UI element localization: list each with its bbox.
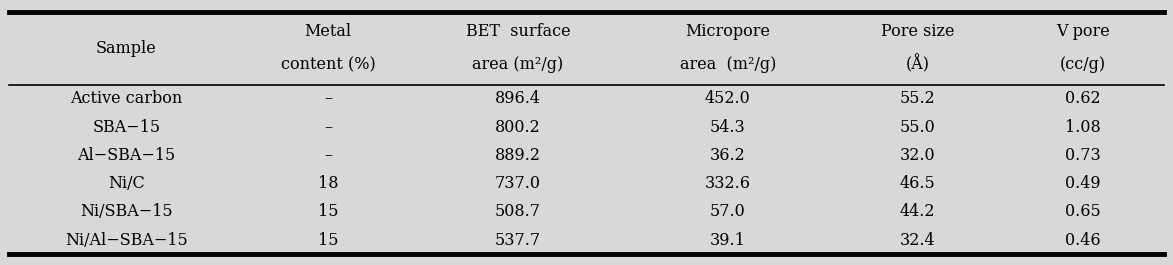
Text: 0.49: 0.49 (1065, 175, 1100, 192)
Text: BET  surface: BET surface (466, 23, 570, 40)
Text: 896.4: 896.4 (495, 90, 541, 107)
Text: 32.4: 32.4 (900, 232, 935, 249)
Text: 537.7: 537.7 (495, 232, 541, 249)
Text: 39.1: 39.1 (710, 232, 746, 249)
Text: 44.2: 44.2 (900, 204, 935, 220)
Text: 36.2: 36.2 (710, 147, 746, 164)
Text: 15: 15 (318, 232, 339, 249)
Text: 508.7: 508.7 (495, 204, 541, 220)
Text: Micropore: Micropore (685, 23, 771, 40)
Text: area  (m²/g): area (m²/g) (679, 56, 777, 73)
Text: Metal: Metal (305, 23, 352, 40)
Text: Pore size: Pore size (881, 23, 954, 40)
Text: 18: 18 (318, 175, 339, 192)
Text: Al−SBA−15: Al−SBA−15 (77, 147, 176, 164)
Text: 1.08: 1.08 (1065, 119, 1100, 136)
Text: 0.46: 0.46 (1065, 232, 1100, 249)
Text: (Å): (Å) (906, 55, 929, 74)
Text: 55.2: 55.2 (900, 90, 935, 107)
Text: 0.73: 0.73 (1065, 147, 1100, 164)
Text: 32.0: 32.0 (900, 147, 935, 164)
Text: 889.2: 889.2 (495, 147, 541, 164)
Text: Ni/C: Ni/C (108, 175, 144, 192)
Text: 55.0: 55.0 (900, 119, 935, 136)
Text: 0.62: 0.62 (1065, 90, 1100, 107)
Text: Sample: Sample (96, 40, 157, 57)
Text: V pore: V pore (1056, 23, 1110, 40)
Text: 0.65: 0.65 (1065, 204, 1100, 220)
Text: (cc/g): (cc/g) (1060, 56, 1106, 73)
Text: 332.6: 332.6 (705, 175, 751, 192)
Text: 737.0: 737.0 (495, 175, 541, 192)
Text: content (%): content (%) (280, 56, 375, 73)
Text: Ni/SBA−15: Ni/SBA−15 (80, 204, 172, 220)
Text: 15: 15 (318, 204, 339, 220)
Text: 57.0: 57.0 (710, 204, 746, 220)
Text: 46.5: 46.5 (900, 175, 935, 192)
Text: Ni/Al−SBA−15: Ni/Al−SBA−15 (65, 232, 188, 249)
Text: 452.0: 452.0 (705, 90, 751, 107)
Text: 800.2: 800.2 (495, 119, 541, 136)
Text: –: – (324, 119, 332, 136)
Text: –: – (324, 90, 332, 107)
Text: 54.3: 54.3 (710, 119, 746, 136)
Text: area (m²/g): area (m²/g) (473, 56, 563, 73)
Text: SBA−15: SBA−15 (93, 119, 161, 136)
Text: Active carbon: Active carbon (70, 90, 183, 107)
Text: –: – (324, 147, 332, 164)
